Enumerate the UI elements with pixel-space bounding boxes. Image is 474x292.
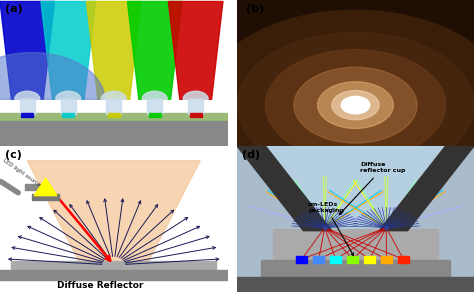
Polygon shape bbox=[41, 1, 96, 99]
Bar bbox=[0, 270, 228, 280]
Circle shape bbox=[201, 10, 474, 200]
Bar bbox=[11, 261, 216, 272]
Bar bbox=[147, 99, 162, 114]
Bar bbox=[237, 277, 474, 292]
Circle shape bbox=[332, 91, 379, 120]
Circle shape bbox=[265, 50, 446, 161]
Polygon shape bbox=[379, 146, 474, 231]
Bar bbox=[313, 256, 324, 263]
Text: Diffuse Reflector: Diffuse Reflector bbox=[57, 281, 143, 290]
Bar bbox=[330, 256, 341, 263]
Bar bbox=[273, 229, 438, 266]
Circle shape bbox=[341, 96, 370, 114]
Circle shape bbox=[348, 101, 363, 110]
Bar bbox=[381, 256, 392, 263]
Wedge shape bbox=[101, 91, 127, 99]
Bar bbox=[188, 99, 203, 114]
Text: (b): (b) bbox=[246, 4, 264, 14]
Polygon shape bbox=[168, 1, 223, 99]
Bar bbox=[21, 113, 33, 117]
Circle shape bbox=[318, 82, 393, 128]
Bar bbox=[347, 256, 358, 263]
Text: Diffuse
reflector cup: Diffuse reflector cup bbox=[339, 162, 406, 215]
Polygon shape bbox=[351, 108, 474, 146]
Polygon shape bbox=[237, 108, 360, 146]
Polygon shape bbox=[27, 161, 200, 263]
Wedge shape bbox=[183, 91, 208, 99]
Text: cm-LEDs
packaging: cm-LEDs packaging bbox=[308, 202, 354, 256]
Polygon shape bbox=[265, 146, 446, 231]
Polygon shape bbox=[86, 1, 141, 99]
Text: (d): (d) bbox=[242, 150, 260, 160]
Bar bbox=[106, 99, 121, 114]
Polygon shape bbox=[128, 1, 182, 99]
Bar bbox=[63, 113, 74, 117]
Polygon shape bbox=[0, 1, 55, 99]
Circle shape bbox=[294, 67, 417, 143]
Bar bbox=[20, 99, 35, 114]
Bar bbox=[108, 113, 119, 117]
Bar bbox=[25, 184, 43, 190]
Bar bbox=[261, 260, 450, 292]
Bar bbox=[61, 99, 76, 114]
Wedge shape bbox=[0, 53, 105, 99]
Text: (c): (c) bbox=[5, 150, 21, 160]
Bar bbox=[0, 121, 228, 146]
Wedge shape bbox=[55, 91, 81, 99]
Bar bbox=[296, 256, 307, 263]
Bar bbox=[398, 256, 409, 263]
Bar bbox=[364, 256, 375, 263]
Bar bbox=[32, 194, 59, 200]
Bar bbox=[190, 113, 201, 117]
Text: LED light source: LED light source bbox=[2, 158, 42, 187]
Polygon shape bbox=[34, 178, 57, 196]
Polygon shape bbox=[237, 146, 332, 231]
Wedge shape bbox=[15, 91, 40, 99]
Bar bbox=[149, 113, 161, 117]
Circle shape bbox=[237, 32, 474, 178]
Text: (a): (a) bbox=[5, 4, 22, 14]
Wedge shape bbox=[142, 91, 167, 99]
Bar bbox=[0, 113, 228, 121]
